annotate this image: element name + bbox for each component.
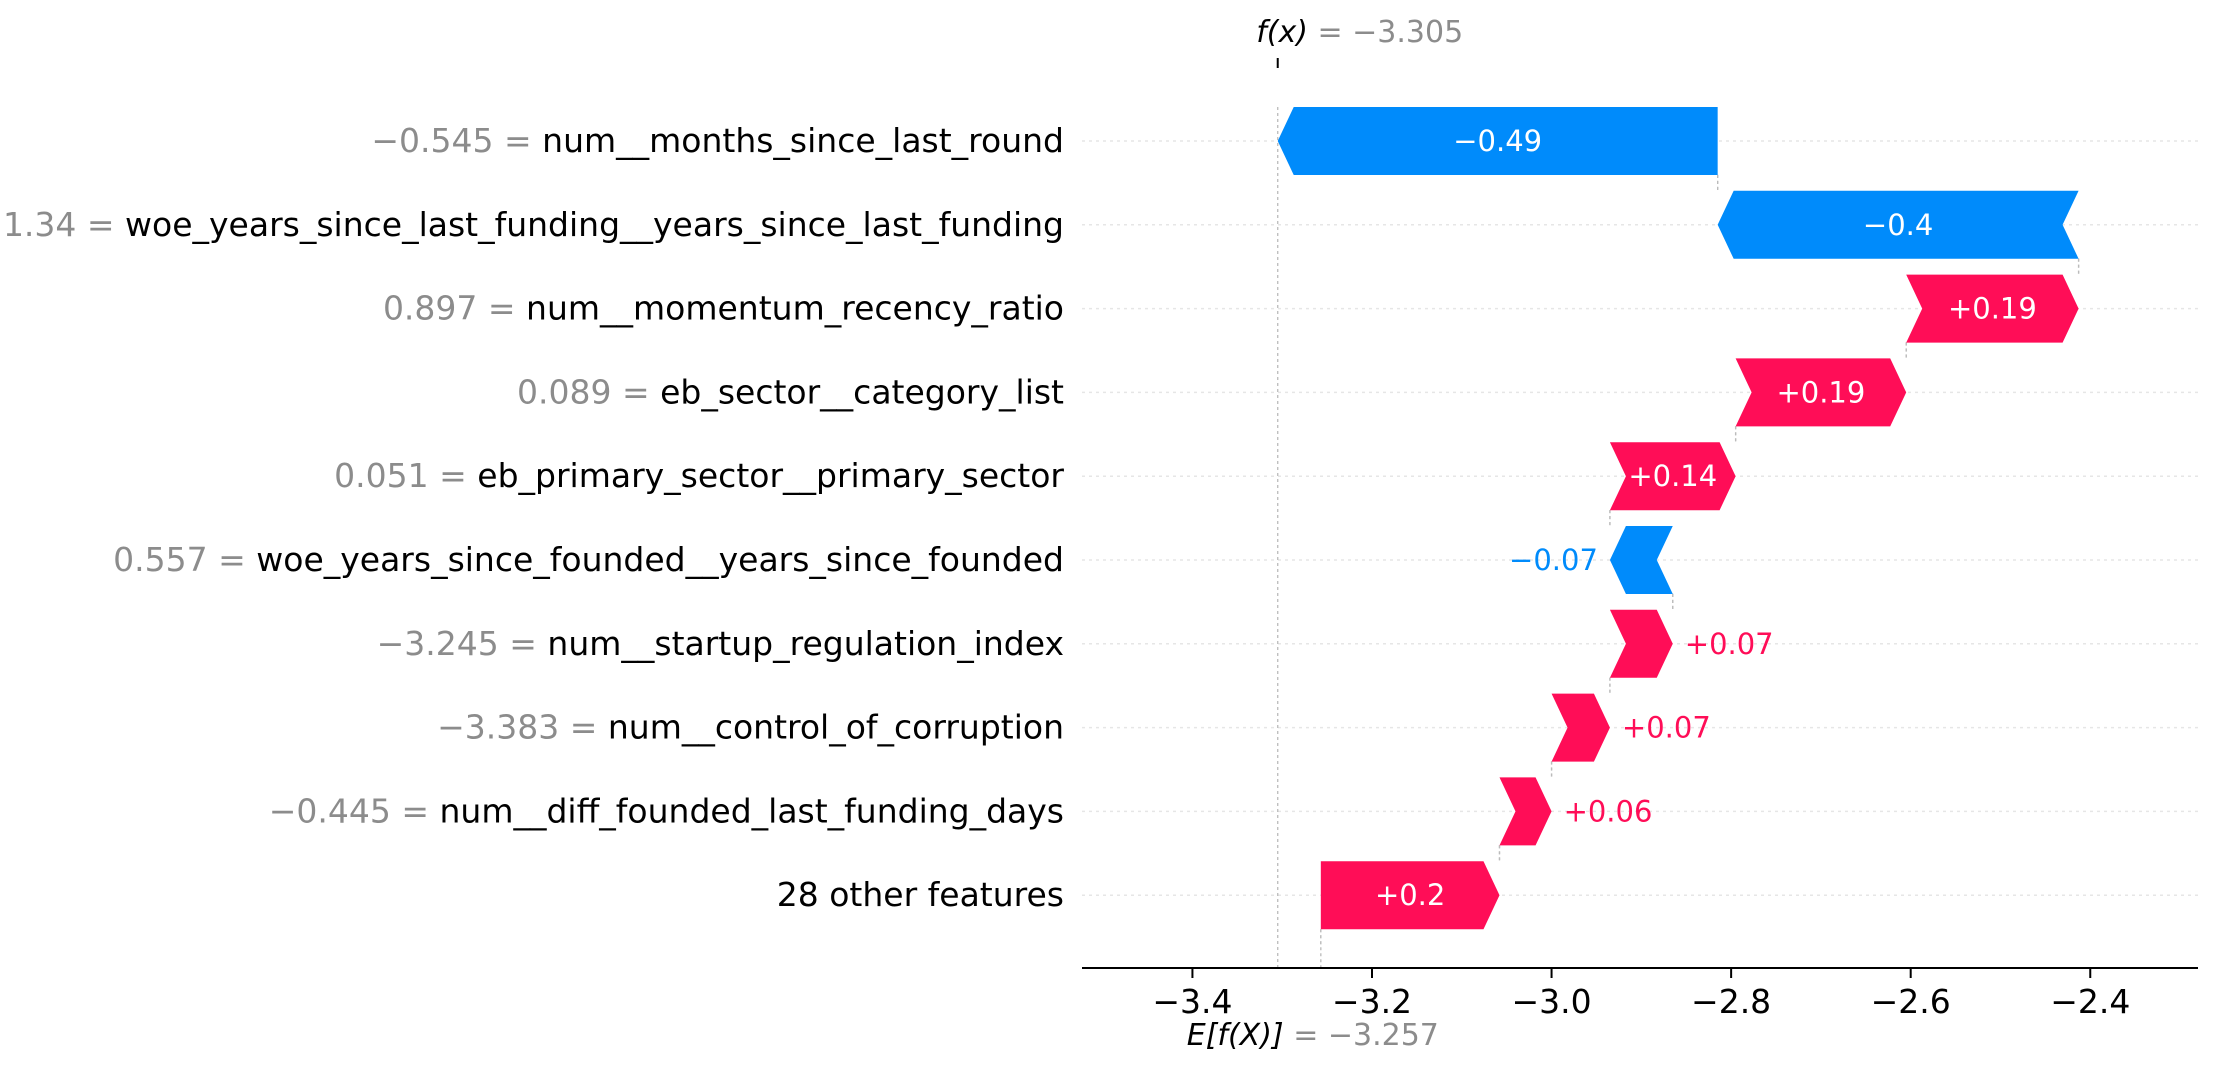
feature-label: −0.545 = num__months_since_last_round — [371, 121, 1064, 160]
negative-bar — [1609, 526, 1673, 594]
feature-value: −0.545 = — [371, 121, 542, 160]
feature-name: num__startup_regulation_index — [547, 624, 1064, 663]
feature-label: 0.897 = num__momentum_recency_ratio — [383, 289, 1064, 328]
positive-bar — [1906, 274, 2079, 343]
bar-value-label: +0.19 — [1776, 375, 1865, 409]
feature-value: −0.445 = — [269, 791, 440, 830]
fx-annotation: f(x) = −3.305 — [1256, 15, 1463, 68]
feature-name: 28 other features — [777, 875, 1064, 914]
x-tick-label: −2.6 — [1871, 982, 1951, 1021]
bar-value-label: −0.49 — [1453, 124, 1542, 158]
bar-value-label: −0.4 — [1863, 208, 1933, 242]
negative-bar — [1277, 107, 1718, 175]
base-label: E[f(X)] — [1187, 1018, 1284, 1053]
positive-bar — [1499, 777, 1552, 846]
positive-bar — [1551, 693, 1610, 762]
feature-name: eb_primary_sector__primary_sector — [477, 456, 1064, 495]
feature-value: −3.245 = — [377, 624, 548, 663]
feature-label: −0.445 = num__diff_founded_last_funding_… — [269, 791, 1064, 830]
fx-label: f(x) — [1256, 15, 1308, 50]
feature-value: 0.051 = — [334, 456, 477, 495]
feature-label: 0.557 = woe_years_since_founded__years_s… — [113, 540, 1064, 579]
bar-value-label: +0.07 — [1622, 711, 1711, 745]
positive-bar — [1609, 442, 1736, 511]
positive-bar — [1735, 358, 1907, 427]
feature-value: −3.383 = — [437, 708, 608, 747]
feature-name: num__control_of_corruption — [608, 708, 1064, 747]
feature-name: woe_years_since_founded__years_since_fou… — [256, 540, 1064, 579]
x-tick-label: −2.8 — [1691, 982, 1771, 1021]
x-tick-label: −3.0 — [1511, 982, 1591, 1021]
connector-lines — [1277, 107, 2080, 968]
bars — [1277, 107, 2079, 930]
bar-labels: −0.49 −0.4 +0.19 +0.19 +0.14 −0.07 +0.07 +0.07 +… — [1375, 124, 2037, 912]
feature-value: 0.089 = — [517, 372, 660, 411]
feature-name: num__months_since_last_round — [542, 121, 1064, 160]
fx-text: f(x) = −3.305 — [1256, 15, 1463, 50]
x-tick-label: −3.2 — [1332, 982, 1412, 1021]
negative-bar — [1717, 190, 2079, 259]
feature-name: woe_years_since_last_funding__years_sinc… — [125, 205, 1064, 244]
bar-value-label: +0.14 — [1628, 459, 1717, 493]
fx-value: = −3.305 — [1318, 15, 1464, 50]
bar-value-label: −0.07 — [1509, 543, 1598, 577]
feature-name: num__momentum_recency_ratio — [526, 289, 1064, 328]
x-tick-label: −2.4 — [2050, 982, 2130, 1021]
x-tick-label: −3.4 — [1152, 982, 1232, 1021]
feature-value: 1.34 = — [3, 205, 125, 244]
bar-value-label: +0.07 — [1685, 627, 1774, 661]
positive-bar — [1609, 609, 1673, 678]
x-axis: −3.4 −3.2 −3.0 −2.8 −2.6 −2.4 — [1082, 967, 2198, 1021]
feature-label: −3.245 = num__startup_regulation_index — [377, 624, 1064, 663]
feature-name: eb_sector__category_list — [660, 372, 1064, 411]
feature-label: 1.34 = woe_years_since_last_funding__yea… — [3, 205, 1064, 244]
feature-label: 0.089 = eb_sector__category_list — [517, 372, 1064, 411]
feature-label: 0.051 = eb_primary_sector__primary_secto… — [334, 456, 1064, 495]
feature-value: 0.557 = — [113, 540, 256, 579]
base-text: E[f(X)] = −3.257 — [1187, 1018, 1439, 1053]
positive-bar — [1320, 861, 1500, 930]
feature-labels: −0.545 = num__months_since_last_round 1.3… — [3, 121, 1064, 914]
feature-label: −3.383 = num__control_of_corruption — [437, 708, 1064, 747]
base-value: = −3.257 — [1293, 1018, 1439, 1053]
feature-label: 28 other features — [777, 875, 1064, 914]
feature-name: num__diff_founded_last_funding_days — [439, 791, 1064, 830]
bar-value-label: +0.06 — [1564, 794, 1653, 828]
feature-value: 0.897 = — [383, 289, 526, 328]
bar-value-label: +0.19 — [1948, 292, 2037, 326]
base-annotation: E[f(X)] = −3.257 — [1187, 1018, 1439, 1053]
bar-value-label: +0.2 — [1375, 878, 1445, 912]
